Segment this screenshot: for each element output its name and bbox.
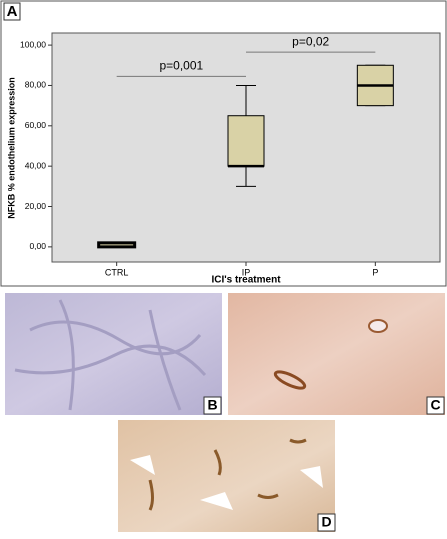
y-tick-label: 0,00 — [29, 241, 46, 251]
y-tick-label: 80,00 — [25, 80, 47, 90]
box — [227, 115, 265, 167]
panel-label: B — [207, 397, 217, 413]
x-tick-label: CTRL — [105, 267, 129, 277]
x-tick-label: IP — [242, 267, 251, 277]
vessel — [148, 438, 307, 511]
vessel — [368, 319, 388, 333]
tissue-texture — [14, 299, 207, 411]
panel-label-box — [426, 396, 445, 415]
micrograph-c — [228, 293, 445, 415]
micrograph-b — [5, 293, 222, 415]
x-tick-label: P — [372, 267, 378, 277]
panel-label: D — [321, 514, 331, 530]
y-tick-label: 60,00 — [25, 120, 47, 130]
panel-label-box — [317, 513, 336, 532]
panel-label-box — [3, 2, 21, 21]
tissue-gap — [130, 455, 323, 510]
panel-label-box — [203, 396, 222, 415]
y-tick-label: 40,00 — [25, 160, 47, 170]
panel-label: A — [7, 3, 18, 20]
significance-label: p=0,001 — [159, 59, 203, 73]
y-axis-title: NFKB % endothelium expression — [6, 77, 16, 219]
vessel — [273, 370, 307, 390]
panel-label: C — [430, 397, 440, 413]
x-axis-title: ICI's treatment — [211, 275, 281, 286]
micrograph-d — [118, 420, 335, 532]
significance-label: p=0,02 — [292, 34, 329, 48]
y-tick-label: 20,00 — [25, 201, 47, 211]
y-tick-label: 100,00 — [20, 39, 46, 49]
